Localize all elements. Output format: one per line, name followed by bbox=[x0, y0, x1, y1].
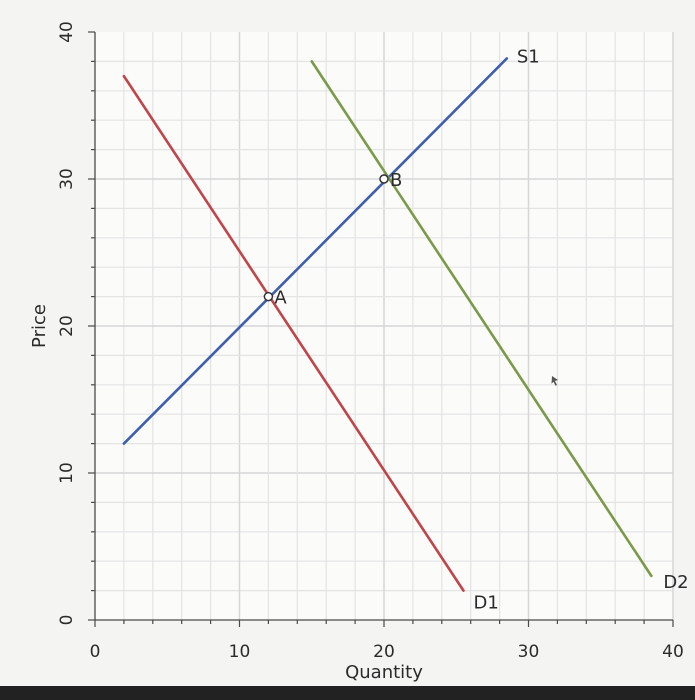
series-line-s1 bbox=[122, 57, 509, 445]
grid bbox=[95, 32, 674, 620]
tick-labels: 0 10 20 30 40 0 10 20 30 40 bbox=[57, 21, 684, 662]
y-tick-label: 0 bbox=[57, 615, 77, 626]
y-tick-label: 40 bbox=[57, 21, 77, 43]
x-axis-title: Quantity bbox=[345, 662, 423, 683]
screen-bottom-edge bbox=[0, 686, 695, 700]
y-tick-label: 10 bbox=[57, 462, 77, 484]
series-label-d1: D1 bbox=[473, 593, 498, 614]
y-axis-title: Price bbox=[29, 304, 50, 348]
x-tick-label: 20 bbox=[373, 642, 395, 662]
series-line-d2 bbox=[310, 60, 653, 578]
series-lines: S1 D1 D2 bbox=[122, 46, 689, 614]
equilibrium-point-b bbox=[379, 174, 389, 184]
series-label-s1: S1 bbox=[517, 46, 540, 67]
equilibrium-point-a bbox=[263, 291, 274, 302]
point-label-a: A bbox=[274, 288, 287, 309]
mouse-pointer-icon bbox=[551, 376, 558, 386]
x-tick-label: 40 bbox=[662, 642, 684, 662]
x-tick-label: 0 bbox=[90, 642, 101, 662]
y-tick-label: 30 bbox=[57, 168, 77, 190]
x-tick-label: 10 bbox=[229, 642, 251, 662]
x-tick-label: 30 bbox=[518, 642, 540, 662]
annotations: AB bbox=[263, 170, 558, 386]
axes bbox=[88, 31, 674, 627]
point-label-b: B bbox=[390, 170, 402, 191]
series-label-d2: D2 bbox=[663, 572, 688, 593]
series-line-d1 bbox=[122, 74, 465, 592]
y-tick-label: 20 bbox=[57, 315, 77, 337]
